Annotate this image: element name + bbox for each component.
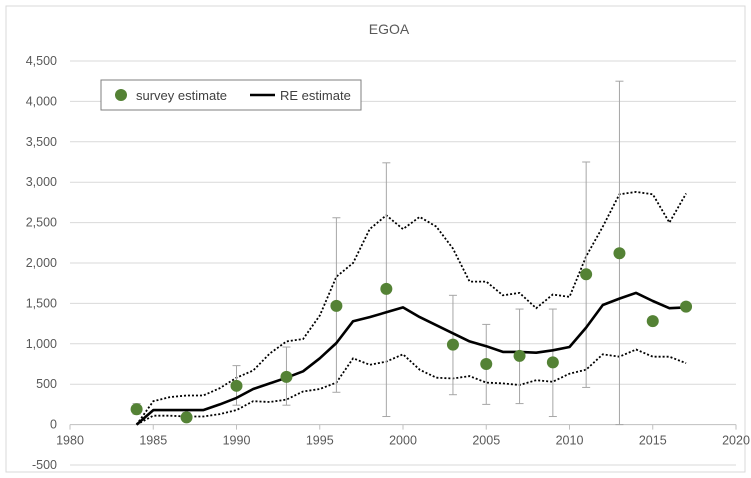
survey-point [546,356,559,369]
x-tick-label: 1980 [56,434,84,448]
x-tick-label: 1990 [223,434,251,448]
y-tick-label: -500 [32,458,57,472]
survey-point [380,282,393,295]
y-tick-label: 0 [50,418,57,432]
ci-upper-line [135,190,687,426]
legend-box [100,79,362,111]
survey-point [580,268,593,281]
survey-point [180,411,193,424]
survey-point [330,299,343,312]
y-tick-label: 3,500 [26,135,57,149]
y-tick-label: 1,500 [26,296,57,310]
survey-point [680,300,693,313]
x-tick-label: 2010 [556,434,584,448]
chart-title: EGOA [369,21,410,37]
survey-point [480,358,493,370]
gridlines [70,60,736,466]
x-tick-label: 1985 [139,434,167,448]
survey-point [613,247,626,260]
x-tick-label: 2000 [389,434,417,448]
x-tick-label: 2020 [722,434,750,448]
survey-point [446,338,459,351]
y-tick-label: 500 [36,377,57,391]
survey-point [280,370,293,383]
legend: survey estimate RE estimate [100,79,362,111]
x-tick-label: 2015 [639,434,667,448]
survey-point [646,315,659,328]
y-tick-label: 2,000 [26,256,57,270]
ci-lower-line [136,348,687,426]
survey-point [230,379,243,392]
y-tick-label: 3,000 [26,175,57,189]
legend-marker-survey [115,89,127,101]
re-estimate-line [135,291,687,426]
legend-label-re: RE estimate [280,88,351,103]
x-tick-label: 1995 [306,434,334,448]
y-tick-label: 2,500 [26,216,57,230]
y-tick-label: 4,000 [26,94,57,108]
y-tick-labels: -500 0 500 1,000 1,500 2,000 2,500 3,000 3,500 4,… [26,54,57,472]
x-tick-label: 2005 [472,434,500,448]
chart-frame [5,5,746,473]
x-tick-labels: 1980 1985 1990 1995 2000 2005 2010 2015 2020 [56,424,750,448]
survey-point [513,349,526,362]
legend-label-survey: survey estimate [136,88,227,103]
y-tick-label: 4,500 [26,54,57,68]
survey-point [130,403,143,416]
y-tick-label: 1,000 [26,337,57,351]
series-layer [130,80,693,426]
